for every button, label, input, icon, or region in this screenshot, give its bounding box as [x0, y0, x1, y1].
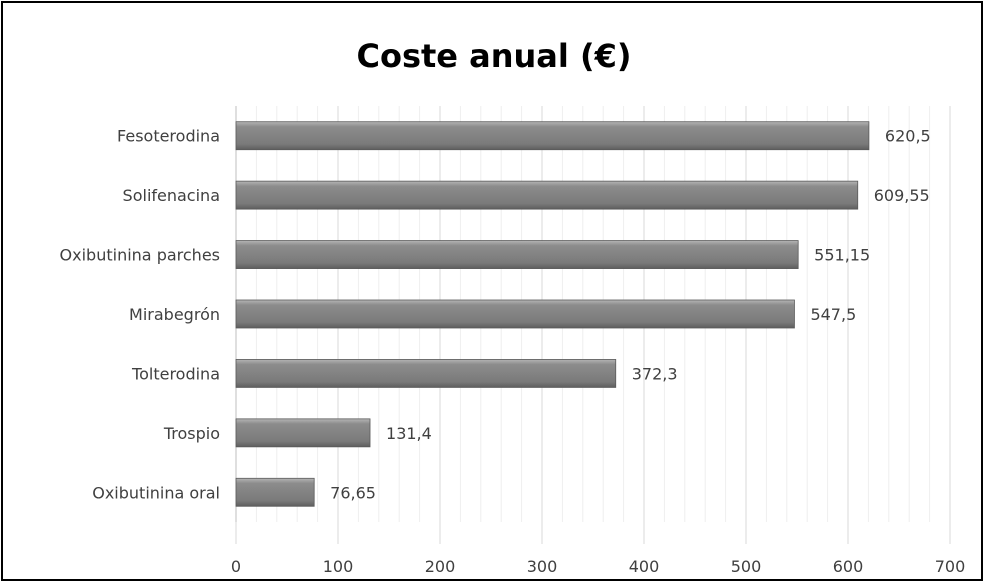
category-label: Trospio: [163, 424, 220, 443]
category-label: Solifenacina: [123, 186, 220, 205]
data-label: 547,5: [810, 305, 856, 324]
bar: [235, 121, 870, 151]
data-label: 551,15: [814, 246, 870, 265]
category-label: Tolterodina: [131, 364, 220, 383]
bar-layer: [235, 121, 870, 507]
category-label: Oxibutinina oral: [92, 483, 220, 502]
bar: [235, 240, 799, 269]
x-tick-label: 300: [527, 557, 558, 576]
bar: [235, 418, 371, 448]
bar: [235, 359, 617, 388]
x-tick-label: 500: [731, 557, 762, 576]
data-label: 131,4: [386, 424, 432, 443]
x-tick-label: 0: [231, 557, 241, 576]
data-label: 372,3: [632, 364, 678, 383]
x-tick-label: 700: [935, 557, 966, 576]
data-label: 76,65: [330, 483, 376, 502]
x-tick-label: 400: [629, 557, 660, 576]
bar: [235, 477, 315, 507]
data-label: 620,5: [885, 127, 931, 146]
x-tick-label: 600: [833, 557, 864, 576]
category-label: Oxibutinina parches: [60, 246, 220, 265]
x-tick-label: 100: [323, 557, 354, 576]
chart-title: Coste anual (€): [356, 37, 632, 75]
category-label: Mirabegrón: [129, 305, 220, 324]
bar: [235, 299, 795, 329]
bar: [235, 180, 859, 210]
category-label: Fesoterodina: [117, 127, 220, 146]
data-label: 609,55: [874, 186, 930, 205]
label-layer: 0 100 200 300 400 500 600 700 Fesoterodina 620,5 S…: [60, 127, 966, 576]
x-tick-label: 200: [425, 557, 456, 576]
